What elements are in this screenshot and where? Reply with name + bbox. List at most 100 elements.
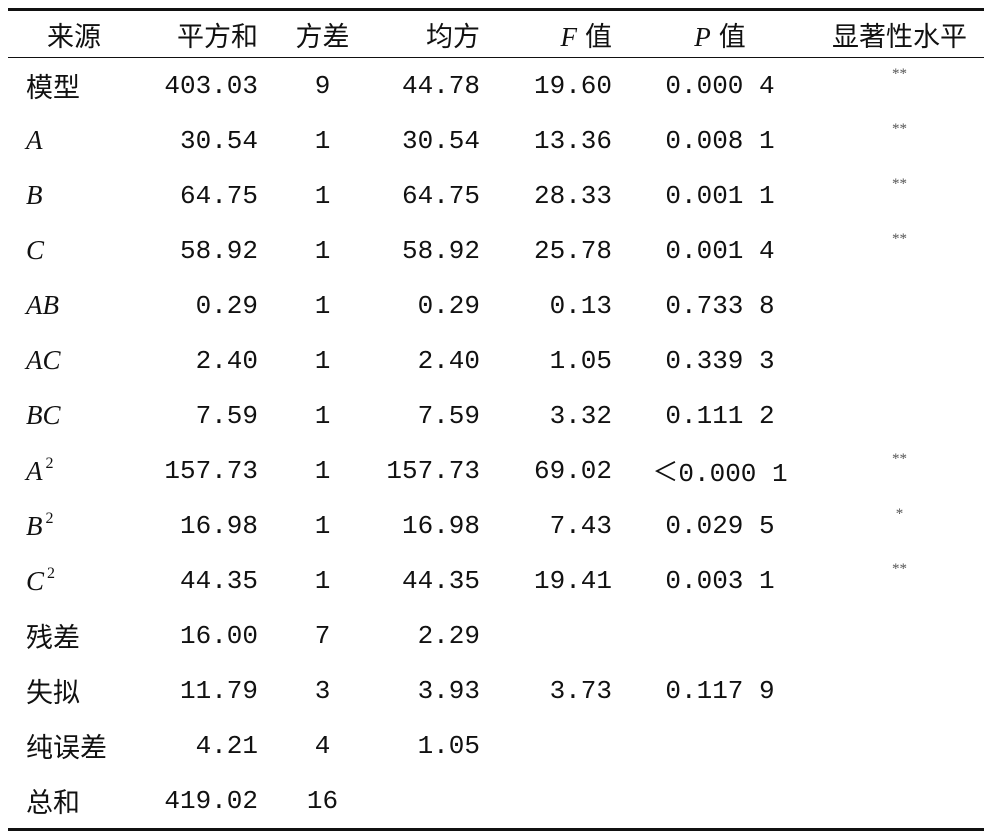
row-label: 模型 [26,73,80,103]
row-label: AC [8,333,140,388]
table-row: B 2 16.98 1 16.98 7.43 0.029 5 * [8,498,984,553]
column-header: 方差 [270,9,375,58]
column-header: 平方和 [140,9,270,58]
cell-value: 2.29 [417,620,480,651]
cell-value: 0.001 1 [665,180,775,211]
table-row: C 58.92 1 58.92 25.78 0.001 4 ** [8,223,984,278]
table-row: B 64.75 1 64.75 28.33 0.001 1 ** [8,168,984,223]
variable: F [560,21,578,52]
factor: B [26,510,43,541]
page: 来源 平方和 方差 均方 F 值 P 值显著性水平 模型 403.03 9 44.78 19.60 0.… [8,8,984,831]
cell-value: 2.40 [195,345,258,376]
factor: AB [26,290,59,320]
cell-value: 58.92 [179,235,258,266]
significance [815,773,984,830]
cell-value: 3.93 [417,675,480,706]
cell-value: 0.29 [195,290,258,321]
row-label: AB [8,278,140,333]
cell-value: 7.43 [549,510,612,541]
cell-value: 44.35 [179,565,258,596]
factor: C [26,235,45,265]
cell-value: 64.75 [401,180,480,211]
significance: ** [892,231,907,247]
cell-value: 157.73 [386,455,480,486]
cell-value: 25.78 [533,235,612,266]
significance: ** [892,121,907,137]
cell-value: 16.00 [179,620,258,651]
cell-value: 9 [314,70,331,101]
cell-value [375,773,495,830]
row-label: 残差 [26,623,80,653]
factor: BC [26,400,61,430]
cell-value: 1 [314,400,331,431]
significance [815,608,984,663]
table-row: A 2 157.73 1 157.73 69.02 ＜0.000 1 ** [8,443,984,498]
cell-value: 0.029 5 [665,510,775,541]
cell-value: 28.33 [533,180,612,211]
table-row: 残差 16.00 7 2.29 [8,608,984,663]
cell-value: 0.733 8 [665,290,775,321]
cell-value [625,608,815,663]
factor: B [26,180,43,210]
row-label: 失拟 [26,678,80,708]
cell-value: 1 [314,290,331,321]
column-header: 均方 [375,9,495,58]
cell-value: 419.02 [164,785,258,816]
significance [815,388,984,443]
cell-value: 7 [314,620,331,651]
label-text: 值 [718,21,746,52]
significance: ** [892,66,907,82]
cell-value: 16.98 [179,510,258,541]
cell-value: 16 [306,785,339,816]
cell-value: 11.79 [179,675,258,706]
cell-value: 0.003 1 [665,565,775,596]
cell-value [495,608,625,663]
exponent: 2 [47,564,56,582]
cell-value: 0.001 4 [665,235,775,266]
cell-value: 19.60 [533,70,612,101]
cell-value: 3.32 [549,400,612,431]
cell-value: 30.54 [179,125,258,156]
cell-value: 4 [314,730,331,761]
cell-value [495,718,625,773]
exponent: 2 [45,509,54,527]
cell-value: 30.54 [401,125,480,156]
column-header: 来源 [8,9,140,58]
cell-value: 1 [314,455,331,486]
cell-value: 157.73 [164,455,258,486]
cell-value: 7.59 [195,400,258,431]
factor: A [26,455,43,486]
exponent: 2 [45,454,54,472]
significance: ** [892,451,907,467]
cell-value: 403.03 [164,70,258,101]
table-row: 纯误差 4.21 4 1.05 [8,718,984,773]
cell-value: 44.78 [401,70,480,101]
cell-value: 19.41 [533,565,612,596]
cell-value: 3.73 [549,675,612,706]
cell-value [625,718,815,773]
significance: ** [892,176,907,192]
significance: * [895,506,904,522]
cell-value: 58.92 [401,235,480,266]
factor: AC [26,345,61,375]
table-row: AC 2.40 1 2.40 1.05 0.339 3 [8,333,984,388]
table-row: 总和 419.02 16 [8,773,984,830]
cell-value: 1.05 [417,730,480,761]
row-label: BC [8,388,140,443]
anova-table: 来源 平方和 方差 均方 F 值 P 值显著性水平 模型 403.03 9 44.78 19.60 0.… [8,8,984,831]
cell-value: 13.36 [533,125,612,156]
header-row: 来源 平方和 方差 均方 F 值 P 值显著性水平 [8,9,984,58]
significance [815,718,984,773]
row-label: 总和 [26,788,80,818]
cell-value: 0.29 [417,290,480,321]
cell-value: 4.21 [195,730,258,761]
cell-value: 44.35 [401,565,480,596]
factor: A [26,125,43,155]
cell-value [495,773,625,830]
factor: C [26,565,45,596]
table-row: 失拟 11.79 3 3.93 3.73 0.117 9 [8,663,984,718]
cell-value: 1 [314,180,331,211]
